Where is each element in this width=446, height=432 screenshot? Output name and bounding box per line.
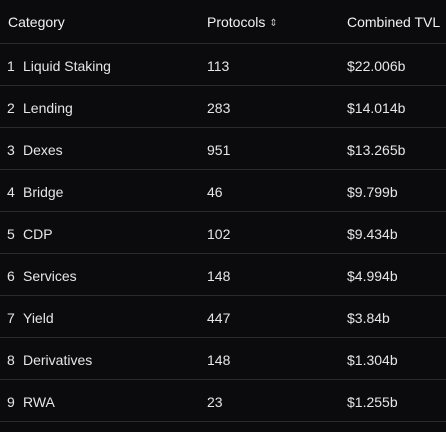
row-tvl: $3.84b [347, 310, 390, 326]
row-category-link[interactable]: Yield [23, 310, 54, 326]
row-category-link[interactable]: Dexes [23, 142, 63, 158]
row-rank: 7 [7, 310, 15, 326]
table-row[interactable]: 3 Dexes 951 $13.265b [0, 128, 446, 170]
row-rank: 9 [7, 394, 15, 410]
column-header-protocols[interactable]: Protocols ⇕ [207, 14, 278, 30]
row-protocols: 148 [207, 352, 231, 368]
row-protocols: 46 [207, 184, 223, 200]
table-row[interactable]: 6 Services 148 $4.994b [0, 254, 446, 296]
table-row[interactable]: 7 Yield 447 $3.84b [0, 296, 446, 338]
row-category-link[interactable]: Bridge [23, 184, 64, 200]
row-rank: 1 [7, 58, 15, 74]
row-protocols: 113 [207, 58, 230, 74]
row-protocols: 951 [207, 142, 231, 158]
row-category-link[interactable]: Services [23, 268, 77, 284]
column-header-category[interactable]: Category [8, 14, 65, 30]
sort-icon[interactable]: ⇕ [269, 18, 278, 29]
row-rank: 5 [7, 226, 15, 242]
table-row[interactable]: 5 CDP 102 $9.434b [0, 212, 446, 254]
row-rank: 3 [7, 142, 15, 158]
row-protocols: 283 [207, 100, 231, 116]
row-rank: 4 [7, 184, 15, 200]
row-tvl: $14.014b [347, 100, 406, 116]
row-category-link[interactable]: Derivatives [23, 352, 93, 368]
row-tvl: $9.799b [347, 184, 398, 200]
table-row[interactable]: 8 Derivatives 148 $1.304b [0, 338, 446, 380]
row-tvl: $9.434b [347, 226, 398, 242]
row-protocols: 148 [207, 268, 231, 284]
row-category-link[interactable]: RWA [23, 394, 55, 410]
table-header: Category Protocols ⇕ Combined TVL [0, 0, 446, 44]
row-tvl: $13.265b [347, 142, 406, 158]
row-protocols: 102 [207, 226, 231, 242]
column-header-combined-tvl[interactable]: Combined TVL [347, 14, 441, 30]
table-row[interactable]: 2 Lending 283 $14.014b [0, 86, 446, 128]
row-rank: 8 [7, 352, 15, 368]
row-rank: 2 [7, 100, 15, 116]
row-tvl: $22.006b [347, 58, 406, 74]
row-tvl: $1.304b [347, 352, 398, 368]
row-protocols: 447 [207, 310, 231, 326]
row-category-link[interactable]: CDP [23, 226, 53, 242]
row-rank: 6 [7, 268, 15, 284]
row-category-link[interactable]: Lending [23, 100, 73, 116]
row-protocols: 23 [207, 394, 223, 410]
row-tvl: $4.994b [347, 268, 398, 284]
table-row[interactable]: 4 Bridge 46 $9.799b [0, 170, 446, 212]
table-row[interactable]: 9 RWA 23 $1.255b [0, 380, 446, 422]
row-tvl: $1.255b [347, 394, 398, 410]
table-row[interactable]: 1 Liquid Staking 113 $22.006b [0, 44, 446, 86]
row-category-link[interactable]: Liquid Staking [23, 58, 111, 74]
column-header-protocols-label: Protocols [207, 14, 266, 30]
table-footer-edge [0, 422, 446, 432]
